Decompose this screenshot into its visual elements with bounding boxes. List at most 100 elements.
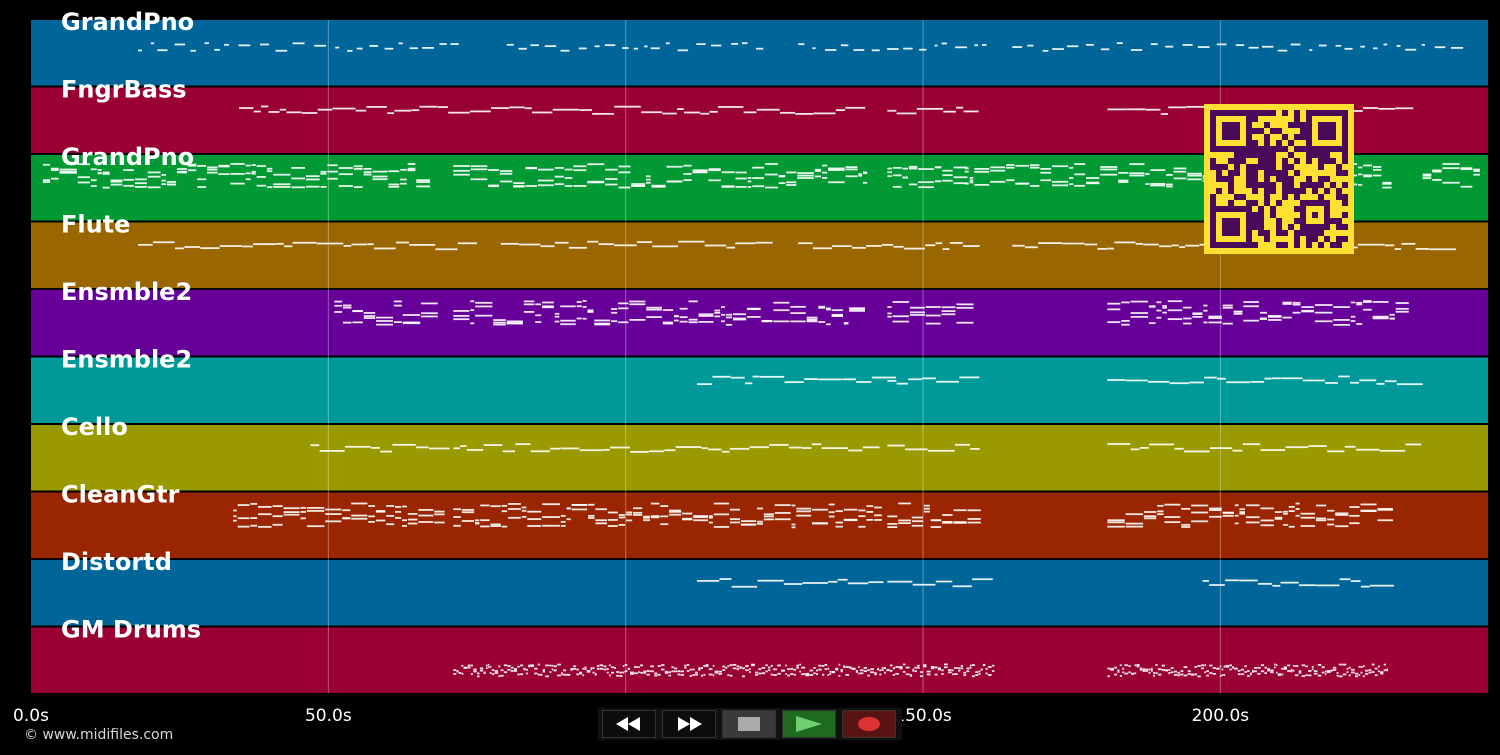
note <box>1281 673 1284 676</box>
note <box>1117 670 1120 673</box>
note <box>50 177 59 180</box>
note <box>953 166 968 169</box>
note <box>1473 173 1480 176</box>
stop-button[interactable] <box>722 710 776 738</box>
note <box>542 503 560 506</box>
note <box>1062 242 1085 245</box>
note <box>624 664 628 666</box>
note <box>826 323 831 326</box>
note <box>1254 667 1257 669</box>
note <box>911 516 923 519</box>
note <box>814 168 822 171</box>
note <box>603 665 607 668</box>
note <box>796 510 812 513</box>
note <box>363 317 376 319</box>
note <box>251 172 256 175</box>
note <box>369 45 379 47</box>
note <box>1234 504 1239 507</box>
note <box>1292 301 1301 304</box>
note <box>1372 165 1382 168</box>
note <box>542 301 554 304</box>
note <box>650 516 660 519</box>
qr-module <box>1270 110 1276 116</box>
note <box>1086 177 1100 179</box>
note <box>560 323 576 326</box>
note <box>892 185 902 188</box>
note <box>1372 301 1389 303</box>
note <box>184 246 200 248</box>
note <box>660 515 669 518</box>
fast-forward-button[interactable] <box>662 710 716 738</box>
note <box>325 520 342 523</box>
note <box>1344 47 1353 50</box>
note <box>821 447 848 450</box>
qr-module <box>1294 122 1300 128</box>
note <box>1122 671 1125 674</box>
note <box>958 669 961 672</box>
note <box>434 510 445 513</box>
note <box>316 242 344 245</box>
note <box>1282 303 1292 305</box>
note <box>1179 246 1185 249</box>
note <box>1187 670 1191 673</box>
note <box>537 673 541 676</box>
note <box>256 184 266 187</box>
note <box>662 321 674 324</box>
note <box>618 321 629 324</box>
note <box>514 668 518 670</box>
note <box>842 378 856 381</box>
note <box>237 525 250 528</box>
play-button[interactable] <box>782 710 836 738</box>
note <box>1285 446 1309 449</box>
note <box>1264 666 1267 669</box>
note <box>1234 514 1239 517</box>
note <box>347 49 353 52</box>
note <box>866 511 874 513</box>
note <box>1183 317 1192 320</box>
note <box>301 112 318 114</box>
note <box>1282 316 1292 319</box>
rewind-button[interactable] <box>602 710 656 738</box>
note <box>917 664 920 667</box>
note <box>755 673 758 676</box>
note <box>300 517 307 520</box>
qr-module <box>1210 158 1216 164</box>
note <box>463 667 468 669</box>
qr-module <box>1216 170 1222 176</box>
note <box>1130 312 1149 314</box>
note <box>576 673 579 676</box>
note <box>851 246 866 249</box>
note <box>1107 675 1110 678</box>
note <box>283 507 300 510</box>
note <box>1125 522 1144 525</box>
note <box>1237 669 1241 672</box>
note <box>764 173 778 176</box>
note <box>342 306 352 309</box>
note <box>708 168 721 171</box>
qr-module <box>1276 140 1282 146</box>
note <box>1114 241 1136 244</box>
note <box>812 247 832 250</box>
note <box>520 673 524 676</box>
note <box>688 300 698 303</box>
qr-module <box>1306 152 1312 158</box>
note <box>757 579 784 582</box>
note <box>1260 507 1274 510</box>
note <box>1119 664 1122 667</box>
record-button[interactable] <box>842 710 896 738</box>
note <box>276 242 284 245</box>
note <box>1150 182 1166 185</box>
note <box>680 670 684 673</box>
note <box>594 319 611 322</box>
note <box>1027 44 1034 47</box>
note <box>828 515 835 518</box>
note <box>934 673 938 676</box>
note <box>845 673 849 676</box>
note <box>1201 664 1204 667</box>
note <box>258 505 272 508</box>
note <box>1395 307 1409 310</box>
note <box>902 671 906 673</box>
note <box>461 520 475 522</box>
note <box>1243 319 1259 322</box>
note <box>400 168 407 171</box>
